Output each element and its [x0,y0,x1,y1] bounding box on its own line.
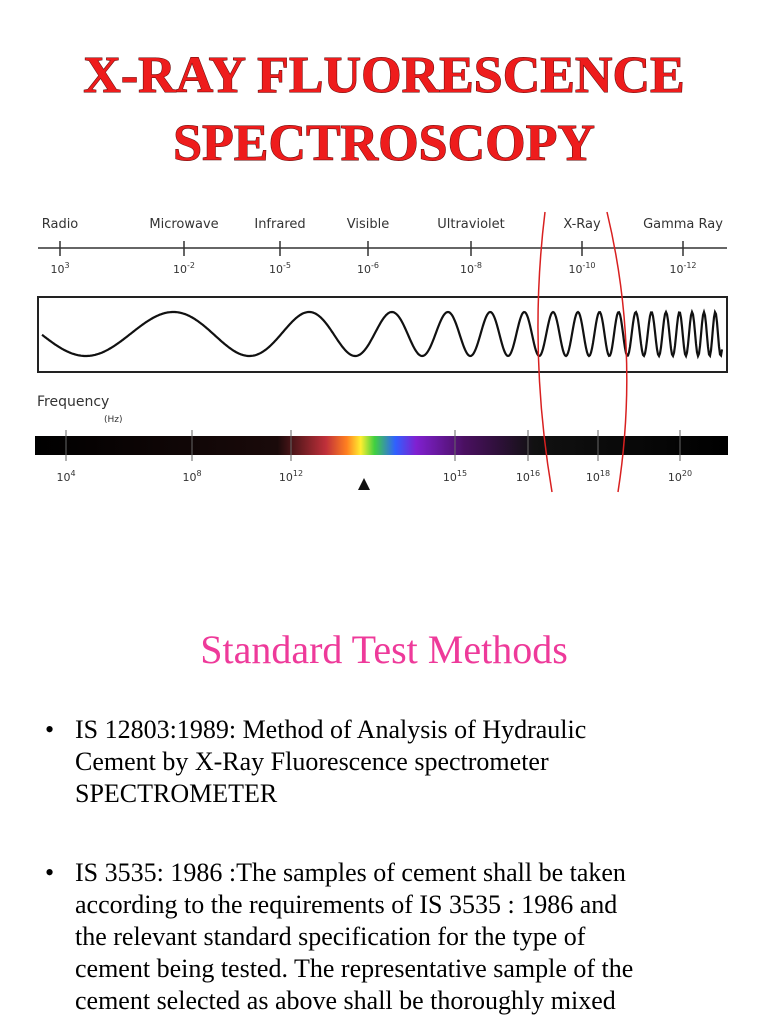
wave-box [37,296,728,373]
frequency-tick-label: 1012 [279,469,303,484]
tick-exp: 12 [293,469,303,478]
frequency-tick-label: 1020 [668,469,692,484]
tick-base: 10 [516,471,530,484]
section-title: Standard Test Methods [200,627,568,672]
wavelength-tick-label: 10-12 [669,261,696,276]
band-label: Visible [347,217,389,232]
frequency-tick-label: 1016 [516,469,540,484]
tick-base: 10 [269,263,283,276]
tick-base: 10 [568,263,582,276]
wavelength-tick-label: 10-10 [568,261,595,276]
tick-base: 10 [586,471,600,484]
band-label: X-Ray [563,217,601,232]
tick-exp: 20 [682,469,692,478]
tick-base: 10 [669,263,683,276]
band-label: Radio [42,217,79,232]
spectrum-bar [35,436,728,455]
tick-exp: -2 [187,261,195,270]
bullet-line: according to the requirements of IS 3535… [75,890,617,919]
bullet-line: IS 12803:1989: Method of Analysis of Hyd… [75,715,586,744]
frequency-label: Frequency [37,394,109,410]
wavelength-tick-label: 103 [50,261,69,276]
frequency-tick-label: 104 [56,469,75,484]
wavelength-tick-label: 10-8 [460,261,482,276]
tick-base: 10 [668,471,682,484]
tick-exp: 16 [530,469,540,478]
highlight-left [537,211,553,493]
bullet-line: cement being tested. The representative … [75,954,633,983]
band-label: Ultraviolet [437,217,505,232]
tick-base: 10 [50,263,64,276]
title-line: X-RAY FLUORESCENCE [83,47,684,104]
bullet-dot: • [45,858,54,887]
visible-marker [358,478,370,490]
slide-2: Standard Test Methods • IS 12803:1989: Me… [45,627,633,1015]
tick-exp: 8 [196,469,201,478]
frequency-tick-label: 1018 [586,469,610,484]
wavelength-tick-label: 10-2 [173,261,195,276]
tick-exp: -6 [371,261,379,270]
bullet-dot: • [45,715,54,744]
tick-exp: -8 [474,261,482,270]
tick-base: 10 [279,471,293,484]
tick-exp: -5 [283,261,291,270]
frequency-tick-label: 1015 [443,469,467,484]
bullet-line: Cement by X-Ray Fluorescence spectromete… [75,747,549,776]
tick-exp: 15 [457,469,467,478]
band-label: Infrared [254,217,305,232]
title-line: SPECTROSCOPY [173,115,595,172]
bullet-line: SPECTROMETER [75,779,278,808]
wavelength-tick-label: 10-6 [357,261,379,276]
highlight-right [606,211,628,493]
tick-base: 10 [460,263,474,276]
tick-base: 10 [173,263,187,276]
tick-exp: 18 [600,469,610,478]
bullet-line: cement selected as above shall be thorou… [75,986,616,1015]
tick-exp: 3 [64,261,69,270]
wavelength-tick-label: 10-5 [269,261,291,276]
tick-exp: -12 [683,261,696,270]
frequency-unit: (Hz) [104,415,123,425]
tick-base: 10 [56,471,70,484]
slide-1: X-RAY FLUORESCENCE SPECTROSCOPY Frequenc… [35,47,728,493]
bullet-line: the relevant standard specification for … [75,922,586,951]
band-label: Microwave [149,217,218,232]
tick-exp: 4 [70,469,75,478]
tick-base: 10 [357,263,371,276]
band-label: Gamma Ray [643,217,723,232]
tick-base: 10 [443,471,457,484]
wave [41,308,724,360]
tick-exp: -10 [582,261,595,270]
frequency-tick-label: 108 [182,469,201,484]
tick-base: 10 [182,471,196,484]
bullet-line: IS 3535: 1986 :The samples of cement sha… [75,858,626,887]
